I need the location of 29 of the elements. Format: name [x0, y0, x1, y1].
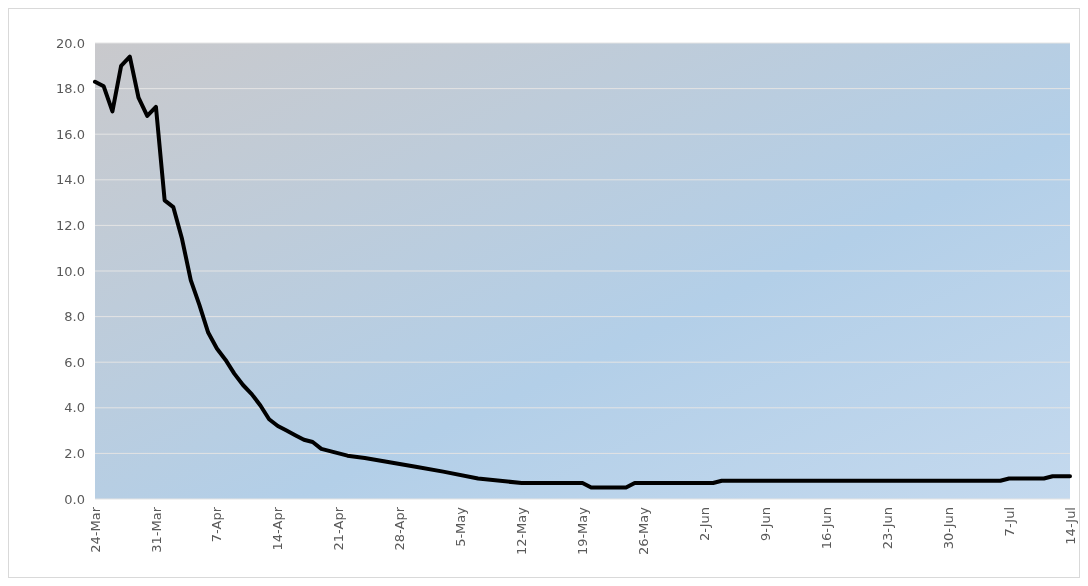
x-tick-label: 7-Jul — [1001, 507, 1017, 537]
x-tick-label: 2-Jun — [696, 507, 712, 541]
line-series — [93, 54, 1072, 490]
y-tick-label: 2.0 — [64, 445, 85, 461]
y-tick-label: 10.0 — [56, 263, 85, 279]
x-tick-label: 16-Jun — [818, 507, 834, 550]
y-tick-label: 8.0 — [64, 309, 85, 325]
y-tick-label: 20.0 — [56, 35, 85, 51]
x-tick-label: 30-Jun — [940, 507, 956, 550]
y-tick-label: 12.0 — [56, 217, 85, 233]
x-tick-label: 21-Apr — [331, 506, 347, 551]
x-tick-label: 19-May — [575, 506, 591, 556]
x-tick-label: 23-Jun — [879, 507, 895, 550]
y-tick-label: 0.0 — [64, 491, 85, 507]
y-tick-label: 14.0 — [56, 172, 85, 188]
x-tick-label: 14-Jul — [1062, 507, 1078, 545]
x-tick-label: 28-Apr — [392, 506, 408, 551]
x-tick-label: 26-May — [635, 506, 651, 556]
x-tick-label: 12-May — [514, 506, 530, 556]
y-tick-label: 4.0 — [64, 400, 85, 416]
x-tick-label: 31-Mar — [148, 506, 164, 553]
x-tick-label: 9-Jun — [757, 507, 773, 541]
y-tick-label: 16.0 — [56, 126, 85, 142]
x-tick-label: 5-May — [453, 506, 469, 547]
y-tick-label: 6.0 — [64, 354, 85, 370]
x-tick-label: 14-Apr — [270, 506, 286, 551]
x-tick-label: 7-Apr — [209, 506, 225, 543]
y-tick-label: 18.0 — [56, 81, 85, 97]
x-tick-label: 24-Mar — [87, 506, 103, 553]
